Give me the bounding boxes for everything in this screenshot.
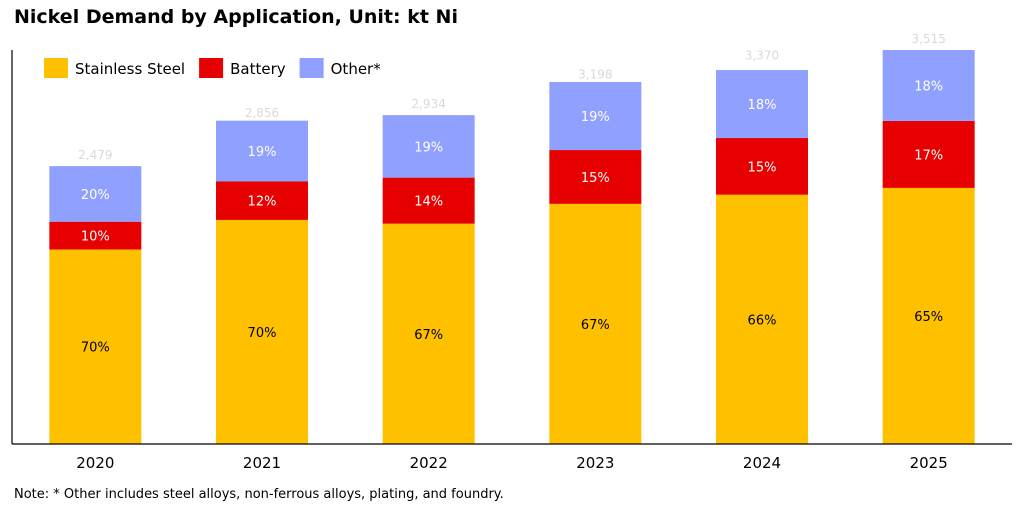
total-label: 2,856 [245, 106, 279, 120]
segment-label: 70% [81, 341, 110, 356]
bar-segment-battery-2023 [549, 150, 642, 204]
x-tick-label: 2024 [743, 454, 781, 472]
bar-segment-stainless-steel-2024 [716, 194, 808, 444]
legend-label: Other* [331, 60, 382, 78]
bar-segment-other-2023 [549, 81, 642, 151]
segment-label: 18% [914, 79, 943, 94]
legend-item-other: Other* [299, 58, 382, 78]
bar-segment-other-2022 [382, 115, 475, 178]
legend-item-stainless-steel: Stainless Steel [44, 58, 185, 78]
x-tick-label: 2021 [243, 454, 281, 472]
x-tick-label: 2025 [910, 454, 948, 472]
segment-label: 14% [414, 195, 443, 210]
segment-label: 65% [914, 310, 943, 325]
chart-title: Nickel Demand by Application, Unit: kt N… [14, 6, 458, 28]
segment-label: 19% [581, 110, 610, 125]
segment-label: 19% [248, 145, 277, 160]
segment-label: 17% [914, 148, 943, 163]
segment-label: 70% [248, 326, 277, 341]
bar-segment-battery-2022 [382, 177, 475, 224]
x-tick-label: 2022 [410, 454, 448, 472]
bar-group-2025: 65% 17% 18% 3,515 [882, 32, 975, 444]
segment-label: 67% [581, 318, 610, 333]
segment-label: 18% [748, 98, 777, 113]
legend-swatch [299, 58, 324, 78]
segment-label: 15% [581, 171, 610, 186]
bar-group-2024: 66% 15% 18% 3,370 [716, 48, 808, 444]
legend-swatch [199, 58, 224, 78]
segment-label: 12% [248, 195, 277, 210]
bar-segment-battery-2024 [716, 138, 808, 195]
bar-segment-stainless-steel-2021 [216, 219, 308, 444]
legend-label: Stainless Steel [75, 60, 185, 78]
bar-segment-battery-2020 [49, 221, 142, 250]
total-label: 2,934 [411, 97, 445, 111]
bars: 70% 10% 20% 2,479 70% 12% 19% 2,856 67% 14% 19% 2,9… [49, 32, 975, 444]
bar-segment-battery-2025 [882, 120, 975, 188]
segment-label: 15% [748, 160, 777, 175]
bar-group-2023: 67% 15% 19% 3,198 [549, 68, 642, 444]
bar-segment-battery-2021 [216, 181, 308, 220]
bar-segment-other-2025 [882, 50, 975, 121]
bar-segment-stainless-steel-2025 [882, 187, 975, 444]
total-label: 2,479 [78, 148, 112, 162]
legend-label: Battery [230, 60, 286, 78]
bar-segment-other-2024 [716, 70, 808, 139]
segment-label: 67% [414, 328, 443, 343]
bar-segment-other-2021 [216, 120, 308, 182]
bar-segment-stainless-steel-2022 [382, 223, 475, 444]
segment-label: 20% [81, 188, 110, 203]
bar-segment-other-2020 [49, 166, 142, 222]
segment-label: 10% [81, 230, 110, 245]
bar-segment-stainless-steel-2023 [549, 203, 642, 444]
segment-label: 19% [414, 140, 443, 155]
total-label: 3,515 [911, 32, 945, 46]
segment-label: 66% [748, 313, 777, 328]
total-label: 3,198 [578, 68, 612, 82]
legend-item-battery: Battery [199, 58, 286, 78]
x-tick-label: 2020 [76, 454, 114, 472]
bar-group-2020: 70% 10% 20% 2,479 [49, 148, 142, 444]
bar-group-2022: 67% 14% 19% 2,934 [382, 97, 475, 444]
chart-note: Note: * Other includes steel alloys, non… [14, 487, 504, 502]
legend-swatch [44, 58, 68, 78]
legend: Stainless Steel Battery Other* [44, 58, 381, 78]
total-label: 3,370 [745, 48, 779, 62]
bar-group-2021: 70% 12% 19% 2,856 [216, 106, 308, 444]
bar-segment-stainless-steel-2020 [49, 249, 142, 444]
axes: 2020 2021 2022 2023 2024 2025 [11, 50, 1012, 472]
x-tick-label: 2023 [576, 454, 614, 472]
